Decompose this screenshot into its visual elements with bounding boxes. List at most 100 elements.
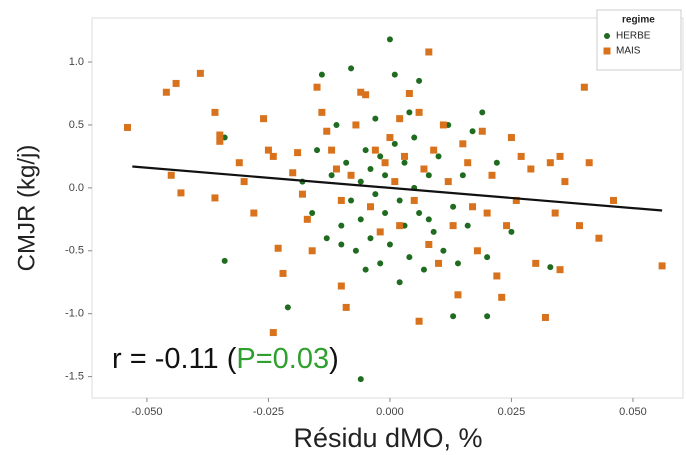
point	[284, 304, 291, 311]
point	[348, 65, 355, 72]
point	[337, 196, 345, 204]
legend-label: MAIS	[616, 46, 641, 57]
point	[216, 131, 224, 139]
point	[362, 91, 370, 99]
point	[391, 178, 399, 186]
point	[318, 108, 326, 116]
point	[362, 147, 369, 154]
point	[313, 83, 321, 91]
x-tick-label: -0.050	[131, 406, 162, 418]
point	[396, 197, 403, 204]
y-tick-label: -1.5	[65, 371, 84, 383]
point	[483, 209, 491, 217]
point	[556, 152, 564, 160]
point	[328, 146, 336, 154]
point	[294, 149, 302, 157]
legend-box	[596, 9, 682, 71]
point	[342, 303, 350, 311]
point	[658, 262, 666, 270]
point	[405, 89, 413, 97]
point	[551, 209, 559, 217]
plot-frame	[91, 17, 684, 399]
point	[250, 209, 258, 217]
point	[328, 172, 335, 179]
point	[556, 266, 564, 274]
annotation-part: P=0.03	[236, 343, 329, 375]
point	[484, 254, 491, 261]
point	[269, 329, 277, 337]
point	[362, 266, 369, 273]
point	[303, 215, 311, 223]
point	[391, 140, 398, 147]
point	[357, 376, 364, 383]
point	[343, 159, 350, 166]
trend-line	[132, 165, 663, 212]
point	[507, 134, 515, 142]
point	[167, 171, 175, 179]
point	[459, 172, 466, 179]
legend-title: regime	[622, 15, 655, 26]
point	[391, 71, 398, 78]
point	[332, 165, 340, 173]
y-tick-label: -0.5	[65, 245, 84, 257]
point	[420, 266, 427, 273]
point	[430, 228, 437, 235]
point	[338, 222, 345, 229]
point	[411, 134, 418, 141]
point	[386, 36, 393, 43]
point	[367, 165, 374, 172]
point	[469, 128, 476, 135]
point	[372, 191, 379, 198]
point	[211, 194, 219, 202]
point	[459, 140, 467, 148]
point	[382, 172, 389, 179]
point	[595, 234, 603, 242]
point	[435, 259, 443, 267]
point	[162, 88, 170, 96]
point	[469, 203, 477, 211]
point	[450, 313, 457, 320]
x-tick-label: -0.025	[253, 406, 284, 418]
point	[323, 235, 330, 242]
point	[377, 153, 384, 160]
point	[547, 264, 554, 271]
annotation-part: r = -0.11 (	[112, 343, 237, 375]
point	[430, 146, 438, 154]
point	[323, 127, 331, 135]
legend-marker	[603, 47, 611, 55]
point	[357, 88, 365, 96]
point	[585, 159, 593, 167]
point	[172, 79, 180, 87]
point	[416, 77, 423, 84]
legend: regime	[596, 9, 682, 71]
point	[333, 121, 340, 128]
point	[406, 109, 413, 116]
point	[308, 247, 316, 255]
point	[425, 172, 432, 179]
point	[454, 291, 462, 299]
point	[240, 178, 248, 186]
point	[580, 83, 588, 91]
point	[473, 247, 481, 255]
point	[357, 178, 364, 185]
point	[488, 171, 496, 179]
y-tick-label: 0.5	[69, 119, 84, 131]
point	[449, 222, 457, 230]
point	[546, 159, 554, 167]
point	[425, 240, 433, 248]
point	[541, 313, 549, 321]
point	[416, 210, 423, 217]
point	[450, 203, 457, 210]
point	[386, 134, 394, 142]
point	[348, 197, 355, 204]
point	[561, 178, 569, 186]
point	[221, 257, 228, 264]
point	[425, 216, 432, 223]
point	[309, 210, 316, 217]
point	[216, 137, 224, 145]
point	[464, 222, 471, 229]
point	[406, 254, 413, 261]
point	[415, 108, 423, 116]
point	[298, 190, 306, 198]
